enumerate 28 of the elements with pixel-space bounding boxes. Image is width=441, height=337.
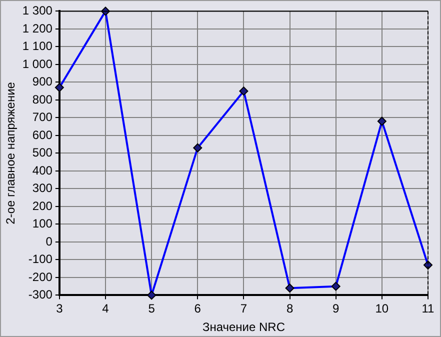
x-tick-label: 6 [194,302,202,316]
y-tick-label: 1 000 [22,56,53,71]
x-tick-label: 4 [102,302,110,316]
x-tick-label: 8 [286,302,294,316]
y-tick-label: 800 [32,92,53,106]
y-tick-label: 200 [32,198,53,213]
y-tick-label: 1 100 [22,39,53,54]
x-tick-label: 5 [148,302,156,316]
x-tick-label: 3 [56,302,64,316]
y-tick-label: 100 [32,216,53,231]
y-tick-label: 700 [32,110,53,124]
x-tick-label: 10 [375,302,389,316]
x-axis-title: Значение NRC [202,320,286,334]
y-tick-label: 500 [32,146,53,160]
y-tick-label: -300 [28,288,53,302]
y-tick-label: -100 [28,252,53,266]
y-tick-label: 1 200 [22,21,53,36]
y-tick-label: 0 [46,234,53,248]
y-tick-label: 600 [32,128,53,142]
y-tick-label: 400 [32,163,53,178]
x-tick-label: 7 [240,302,248,316]
y-tick-label: 300 [32,181,53,196]
y-tick-label: 1 300 [22,4,53,18]
y-tick-label: 900 [32,74,53,89]
x-tick-label: 11 [422,302,435,316]
y-axis-title: 2-ое главное напряжение [4,82,18,224]
y-tick-label: -200 [28,270,53,284]
x-tick-label: 9 [332,302,340,316]
